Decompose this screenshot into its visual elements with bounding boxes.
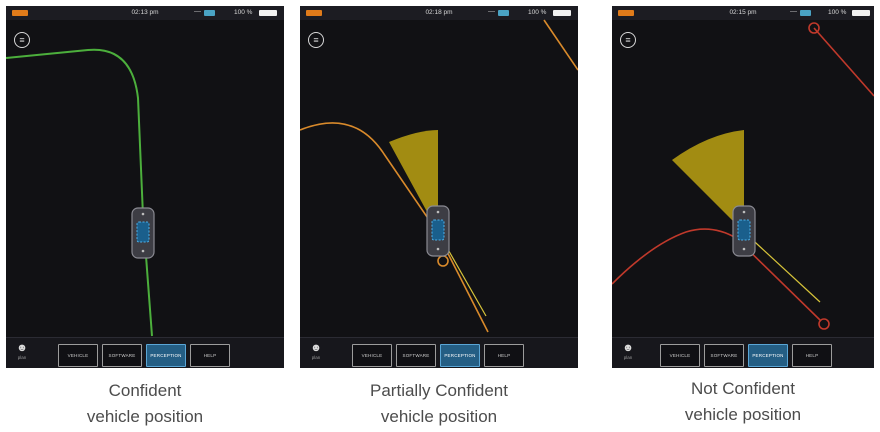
- wifi-icon: [204, 10, 215, 16]
- map-view: [612, 22, 874, 330]
- vehicle-icon: [131, 207, 155, 259]
- tab-software[interactable]: SOFTWARE: [396, 344, 436, 367]
- status-time: 02:13 pm: [131, 9, 159, 16]
- tab-perception[interactable]: PERCEPTION: [748, 344, 788, 367]
- status-bar: 02:15 pm — 100 %: [612, 6, 874, 20]
- not-confident-path-line: [612, 228, 821, 321]
- user-icon: ☻: [622, 342, 634, 354]
- tab-vehicle[interactable]: VEHICLE: [58, 344, 98, 367]
- caption-line-2: vehicle position: [86, 407, 204, 426]
- menu-button[interactable]: ≡: [620, 32, 636, 48]
- battery-icon: [259, 10, 277, 16]
- status-bar: 02:18 pm — 100 %: [300, 6, 578, 20]
- menu-button[interactable]: ≡: [14, 32, 30, 48]
- battery-percent: 100 %: [234, 9, 253, 16]
- map-view: [6, 48, 155, 337]
- caption-partially-confident: Partially Confident vehicle position: [300, 378, 578, 430]
- user-icon: ☻: [16, 342, 28, 354]
- confident-path-line: [6, 48, 153, 337]
- user-label: plan: [311, 355, 321, 360]
- tablet-screen: 02:18 pm — 100 % ≡ ☻ plan: [300, 6, 578, 368]
- menu-button[interactable]: ≡: [308, 32, 324, 48]
- signal-indicator: —: [488, 8, 495, 15]
- heading-line: [743, 231, 821, 303]
- caption-confident: Confident vehicle position: [6, 378, 284, 430]
- signal-indicator: —: [194, 8, 201, 15]
- user-label: plan: [17, 355, 27, 360]
- tab-perception[interactable]: PERCEPTION: [146, 344, 186, 367]
- caption-line-1: Partially Confident: [370, 381, 508, 400]
- perception-cone: [389, 130, 438, 232]
- tab-help[interactable]: HELP: [190, 344, 230, 367]
- tab-vehicle[interactable]: VEHICLE: [352, 344, 392, 367]
- caption-line-1: Not Confident: [691, 379, 795, 398]
- path-waypoint: [818, 318, 830, 330]
- bottom-nav-bar: ☻ plan VEHICLE SOFTWARE PERCEPTION HELP: [612, 337, 874, 368]
- battery-percent: 100 %: [828, 9, 847, 16]
- tab-software[interactable]: SOFTWARE: [704, 344, 744, 367]
- tab-software[interactable]: SOFTWARE: [102, 344, 142, 367]
- not-confident-path-line-top: [813, 27, 874, 97]
- signal-indicator: —: [790, 8, 797, 15]
- caption-line-2: vehicle position: [684, 405, 802, 424]
- user-button[interactable]: ☻ plan: [304, 342, 328, 366]
- battery-percent: 100 %: [528, 9, 547, 16]
- partial-path-line: [300, 122, 489, 333]
- caption-line-1: Confident: [108, 381, 182, 400]
- tab-perception[interactable]: PERCEPTION: [440, 344, 480, 367]
- tablet-screen: 02:15 pm — 100 % ≡ ☻ plan: [612, 6, 874, 368]
- tab-help[interactable]: HELP: [792, 344, 832, 367]
- status-time: 02:18 pm: [425, 9, 453, 16]
- tablet-screen: 02:13 pm — 100 % ≡ ☻ plan VEHICLE SOFTWA…: [6, 6, 284, 368]
- vehicle-icon: [732, 205, 756, 257]
- battery-icon: [852, 10, 870, 16]
- carrier-badge: [618, 10, 634, 16]
- user-icon: ☻: [310, 342, 322, 354]
- caption-line-2: vehicle position: [380, 407, 498, 426]
- status-bar: 02:13 pm — 100 %: [6, 6, 284, 20]
- partial-path-line-top: [543, 19, 578, 71]
- vehicle-icon: [426, 205, 450, 257]
- perception-cone: [672, 130, 744, 232]
- path-waypoint: [437, 255, 449, 267]
- wifi-icon: [800, 10, 811, 16]
- tab-help[interactable]: HELP: [484, 344, 524, 367]
- tab-vehicle[interactable]: VEHICLE: [660, 344, 700, 367]
- user-button[interactable]: ☻ plan: [616, 342, 640, 366]
- bottom-nav-bar: ☻ plan VEHICLE SOFTWARE PERCEPTION HELP: [6, 337, 284, 368]
- carrier-badge: [306, 10, 322, 16]
- path-waypoint-top: [808, 22, 820, 34]
- status-time: 02:15 pm: [729, 9, 757, 16]
- carrier-badge: [12, 10, 28, 16]
- bottom-nav-bar: ☻ plan VEHICLE SOFTWARE PERCEPTION HELP: [300, 337, 578, 368]
- user-label: plan: [623, 355, 633, 360]
- battery-icon: [553, 10, 571, 16]
- caption-not-confident: Not Confident vehicle position: [612, 376, 874, 428]
- user-button[interactable]: ☻ plan: [10, 342, 34, 366]
- wifi-icon: [498, 10, 509, 16]
- map-view: [300, 19, 578, 333]
